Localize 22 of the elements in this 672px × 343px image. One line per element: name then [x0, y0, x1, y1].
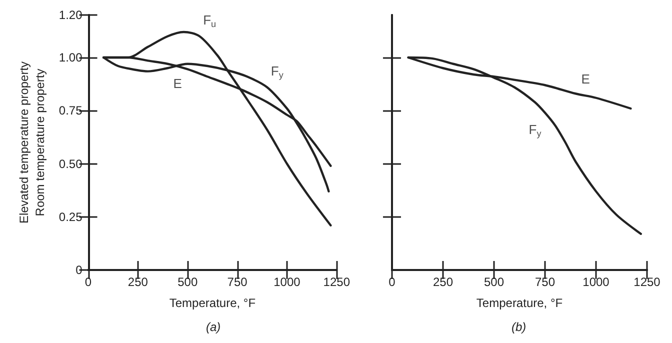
x-axis-title: Temperature, °F — [476, 296, 563, 310]
text: (b) — [512, 320, 526, 334]
text: (a) — [206, 320, 221, 334]
x-axis-title: Temperature, °F — [169, 296, 256, 310]
x-tick-label: 250 — [432, 275, 454, 289]
x-tick-label: 250 — [128, 275, 148, 289]
y-tick-label: 0.75 — [58, 104, 83, 118]
x-tick-label: 750 — [534, 275, 556, 289]
y-tick-label: 1.20 — [58, 8, 83, 22]
x-tick-label: 1000 — [274, 275, 301, 289]
x-tick-label: 500 — [484, 275, 504, 289]
x-tick-label: 1250 — [323, 275, 350, 289]
y-tick-label: 0.50 — [58, 156, 83, 171]
x-tick-label: 750 — [227, 275, 248, 289]
y-tick-label: 1.00 — [58, 50, 83, 64]
annotation: E — [581, 72, 590, 87]
y-tick-label: 0.25 — [58, 210, 83, 224]
x-tick-label: 1000 — [582, 275, 610, 289]
x-tick-label: 500 — [178, 275, 198, 289]
annotation: E — [173, 76, 182, 92]
x-tick-label: 1250 — [634, 275, 661, 289]
y-axis-title: Elevated temperature property Room temperature property — [17, 61, 47, 224]
